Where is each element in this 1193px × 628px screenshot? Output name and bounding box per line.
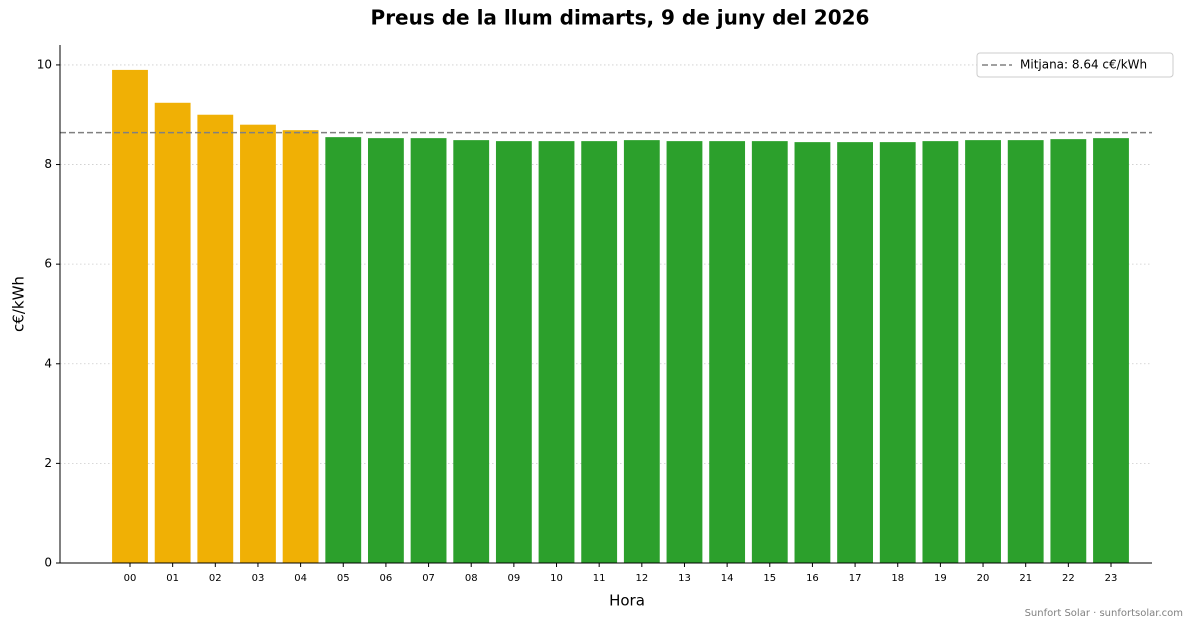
- bar: [240, 124, 276, 563]
- x-tick-label: 01: [166, 573, 179, 584]
- x-tick-label: 20: [977, 573, 990, 584]
- bar: [197, 114, 234, 563]
- bar: [410, 138, 447, 563]
- x-tick-label: 05: [337, 573, 350, 584]
- bar: [666, 141, 703, 563]
- bar: [623, 140, 660, 563]
- y-tick-label: 2: [44, 456, 52, 470]
- bar: [1050, 139, 1087, 563]
- x-tick-label: 03: [252, 573, 265, 584]
- x-tick-label: 12: [635, 573, 648, 584]
- bar: [837, 142, 874, 563]
- bar: [794, 142, 831, 563]
- bar: [1093, 138, 1129, 563]
- bar: [922, 141, 959, 563]
- bar: [325, 137, 362, 563]
- y-tick-label: 8: [44, 157, 52, 171]
- x-tick-label: 06: [380, 573, 393, 584]
- x-tick-label: 00: [124, 573, 137, 584]
- legend-box: [976, 52, 1174, 78]
- bar: [709, 141, 746, 563]
- legend-label: Mitjana: 8.64 c€/kWh: [1020, 58, 1147, 72]
- x-tick-label: 14: [721, 573, 734, 584]
- x-axis-label: Hora: [609, 592, 645, 610]
- x-tick-label: 04: [294, 573, 307, 584]
- x-tick-label: 10: [550, 573, 563, 584]
- bar: [495, 141, 532, 563]
- bar: [453, 140, 490, 563]
- x-tick-label: 16: [806, 573, 819, 584]
- x-tick-label: 07: [422, 573, 435, 584]
- bar: [112, 69, 148, 564]
- x-tick-label: 22: [1062, 573, 1075, 584]
- y-axis-label: c€/kWh: [10, 276, 28, 332]
- bar: [282, 130, 319, 564]
- x-tick-label: 21: [1019, 573, 1032, 584]
- bar: [879, 142, 916, 563]
- y-tick-label: 10: [37, 57, 52, 71]
- bar: [965, 140, 1001, 563]
- y-tick-label: 6: [44, 257, 52, 271]
- x-tick-label: 15: [763, 573, 776, 584]
- x-tick-label: 02: [209, 573, 222, 584]
- y-tick-label: 0: [44, 556, 52, 570]
- bar: [751, 141, 788, 563]
- bar: [538, 141, 575, 563]
- bar: [154, 102, 191, 564]
- x-tick-label: 13: [678, 573, 691, 584]
- bar: [1007, 140, 1044, 563]
- x-tick-label: 23: [1105, 573, 1118, 584]
- x-tick-label: 11: [593, 573, 606, 584]
- x-tick-label: 09: [508, 573, 521, 584]
- x-tick-label: 18: [891, 573, 904, 584]
- x-tick-label: 19: [934, 573, 947, 584]
- chart-title: Preus de la llum dimarts, 9 de juny del …: [371, 6, 870, 30]
- bar: [367, 138, 404, 563]
- x-tick-label: 17: [849, 573, 862, 584]
- x-tick-label: 08: [465, 573, 478, 584]
- y-tick-label: 4: [44, 356, 52, 370]
- footer: Sunfort Solar · sunfortsolar.com: [1025, 608, 1183, 619]
- bar: [581, 141, 618, 563]
